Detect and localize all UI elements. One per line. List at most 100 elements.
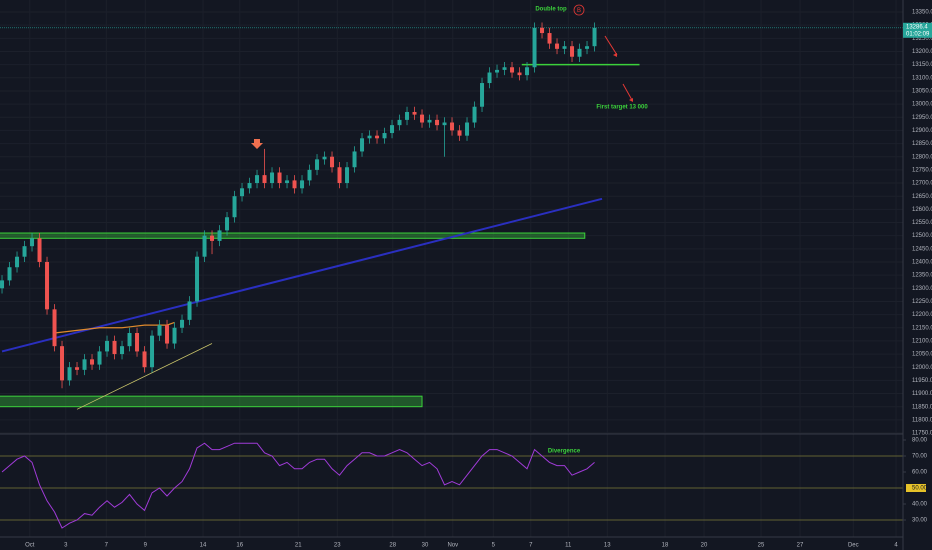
candle-body	[405, 111, 410, 120]
candle-body	[300, 180, 305, 189]
x-tick-label: 7	[529, 543, 533, 549]
y-tick-label: 12300.0	[912, 286, 932, 292]
x-tick-label: 7	[105, 543, 109, 549]
rsi-tick-label: 60.00	[912, 470, 928, 476]
y-tick-label: 12650.0	[912, 194, 932, 200]
candle-body	[330, 156, 335, 168]
candle-body	[97, 351, 102, 365]
candle-body	[420, 114, 425, 123]
candle-body	[427, 119, 432, 123]
candle-body	[562, 46, 567, 49]
y-tick-label: 13200.0	[912, 49, 932, 55]
x-tick-label: 30	[422, 543, 429, 549]
candle-body	[465, 122, 470, 136]
candle-body	[375, 135, 380, 139]
y-tick-label: 13000.0	[912, 102, 932, 108]
candle-body	[577, 48, 582, 57]
candle-body	[337, 167, 342, 184]
annotation-text: Double top	[535, 7, 567, 13]
candle-body	[0, 280, 5, 289]
candle-body	[157, 325, 162, 336]
x-tick-label: 14	[200, 543, 207, 549]
candle-body	[187, 301, 192, 320]
x-tick-label: 23	[334, 543, 341, 549]
x-tick-label: 3	[64, 543, 68, 549]
candle-body	[457, 130, 462, 136]
annotation-text: First target 13 000	[596, 105, 648, 111]
candle-body	[585, 46, 590, 49]
y-tick-label: 11850.0	[912, 404, 932, 410]
y-tick-label: 12750.0	[912, 167, 932, 173]
x-tick-label: 9	[144, 543, 148, 549]
x-tick-label: 27	[797, 543, 804, 549]
y-tick-label: 12150.0	[912, 325, 932, 331]
y-tick-label: 12250.0	[912, 299, 932, 305]
x-tick-label: 13	[604, 543, 611, 549]
drawings	[0, 27, 903, 410]
x-tick-label: 5	[492, 543, 496, 549]
y-tick-label: 11900.0	[912, 391, 932, 397]
y-tick-label: 12200.0	[912, 312, 932, 318]
candle-body	[60, 346, 65, 381]
rsi-line	[1, 442, 595, 529]
x-tick-label: 16	[236, 543, 243, 549]
candle-body	[532, 27, 537, 68]
candle-body	[247, 183, 252, 189]
candle-body	[442, 122, 447, 126]
y-tick-label: 13350.0	[912, 10, 932, 16]
y-tick-label: 12050.0	[912, 352, 932, 358]
candle-body	[480, 83, 485, 107]
y-tick-label: 12600.0	[912, 207, 932, 213]
candle-body	[292, 180, 297, 189]
rsi-tick-label: 80.00	[912, 438, 928, 444]
candle-body	[285, 180, 290, 184]
rsi-tick-label: 30.00	[912, 518, 928, 524]
candle-body	[37, 238, 42, 262]
candle-body	[390, 125, 395, 134]
candle-body	[315, 159, 320, 170]
candle-body	[450, 122, 455, 131]
candle-body	[472, 106, 477, 123]
rsi-tick-label: 70.00	[912, 454, 928, 460]
candle-body	[412, 111, 417, 115]
rsi-level-box	[906, 484, 926, 492]
y-tick-label: 12450.0	[912, 246, 932, 252]
candle-body	[502, 67, 507, 70]
candle-body	[82, 359, 87, 370]
candle-body	[180, 319, 185, 328]
zone	[0, 395, 423, 408]
candle-body	[22, 246, 27, 257]
annotation-text: Divergence	[548, 449, 581, 455]
candle-body	[7, 267, 12, 281]
rsi-panel	[0, 442, 903, 529]
candle-body	[15, 256, 20, 268]
candle-body	[30, 238, 35, 247]
candle-body	[397, 119, 402, 126]
candle-body	[277, 172, 282, 184]
candle-body	[165, 325, 170, 344]
x-tick-label: Dec	[848, 543, 859, 549]
candle-body	[105, 340, 110, 352]
candle-body	[127, 333, 132, 347]
candle-body	[135, 333, 140, 352]
arrow-head	[613, 53, 617, 57]
trendline	[76, 343, 213, 410]
candle-body	[345, 167, 350, 184]
y-tick-label: 11750.0	[912, 431, 932, 437]
y-tick-label: 13250.0	[912, 36, 932, 42]
axes: 11750.0 11800.0 11850.0 11900.0 11950.0 12000…	[25, 10, 932, 549]
x-tick-label: 11	[565, 543, 572, 549]
candle-body	[150, 335, 155, 368]
last-price-box	[903, 22, 932, 38]
candle-body	[495, 69, 500, 73]
candle-body	[142, 351, 147, 368]
candle-body	[307, 169, 312, 181]
x-tick-label: Oct	[25, 543, 35, 549]
candle-body	[270, 172, 275, 184]
x-tick-label: 20	[701, 543, 708, 549]
x-tick-label: 28	[389, 543, 396, 549]
candle-body	[570, 46, 575, 57]
x-tick-label: 18	[662, 543, 669, 549]
